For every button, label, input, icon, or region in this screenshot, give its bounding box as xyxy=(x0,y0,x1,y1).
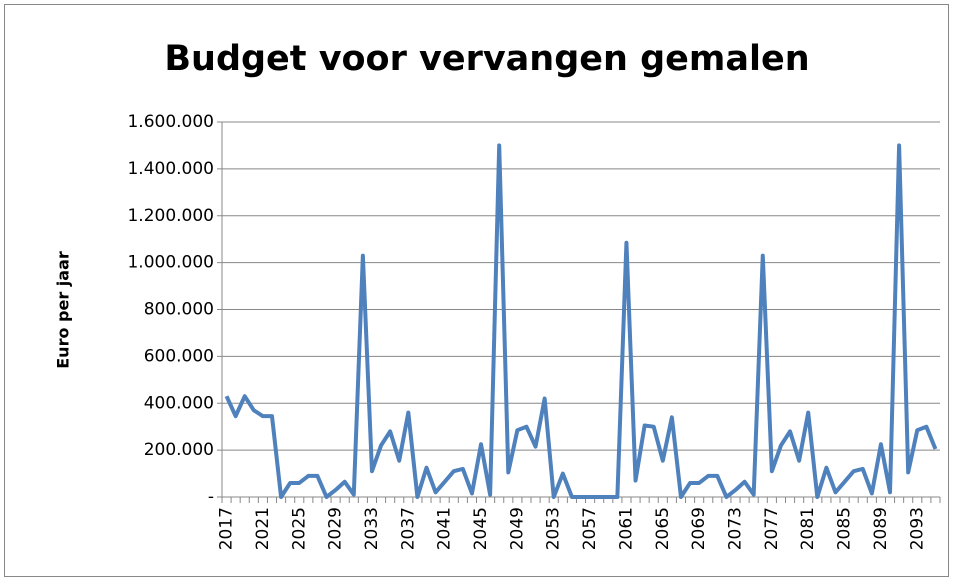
x-tick-label: 2057 xyxy=(580,507,600,550)
y-tick-label: 1.400.000 xyxy=(127,159,214,179)
x-tick-label: 2073 xyxy=(726,507,746,550)
y-tick-label: 1.200.000 xyxy=(127,206,214,226)
x-tick-label: 2085 xyxy=(835,507,855,550)
y-tick-label: - xyxy=(208,487,214,507)
x-tick-label: 2069 xyxy=(689,507,709,550)
x-tick-label: 2041 xyxy=(435,507,455,550)
x-tick-label: 2021 xyxy=(253,507,273,550)
y-tick-label: 400.000 xyxy=(144,393,214,413)
x-tick-label: 2053 xyxy=(544,507,564,550)
x-tick-label: 2049 xyxy=(507,507,527,550)
y-tick-label: 800.000 xyxy=(144,300,214,320)
x-tick-label: 2077 xyxy=(762,507,782,550)
x-tick-label: 2061 xyxy=(616,507,636,550)
x-tick-label: 2037 xyxy=(398,507,418,550)
x-tick-label: 2065 xyxy=(653,507,673,550)
line-series xyxy=(224,143,938,499)
y-axis-title: Euro per jaar xyxy=(54,251,73,369)
x-tick-label: 2017 xyxy=(217,507,237,550)
x-tick-label: 2089 xyxy=(871,507,891,550)
y-tick-label: 200.000 xyxy=(144,440,214,460)
y-tick-label: 1.000.000 xyxy=(127,253,214,273)
x-tick-label: 2093 xyxy=(907,507,927,550)
x-tick-label: 2025 xyxy=(289,507,309,550)
x-tick-label: 2045 xyxy=(471,507,491,550)
y-tick-label: 1.600.000 xyxy=(127,112,214,132)
chart-title: Budget voor vervangen gemalen xyxy=(164,39,809,79)
x-tick-label: 2033 xyxy=(362,507,382,550)
x-tick-label: 2081 xyxy=(798,507,818,550)
chart-border xyxy=(4,4,949,577)
y-tick-label: 600.000 xyxy=(144,346,214,366)
x-tick-label: 2029 xyxy=(326,507,346,550)
